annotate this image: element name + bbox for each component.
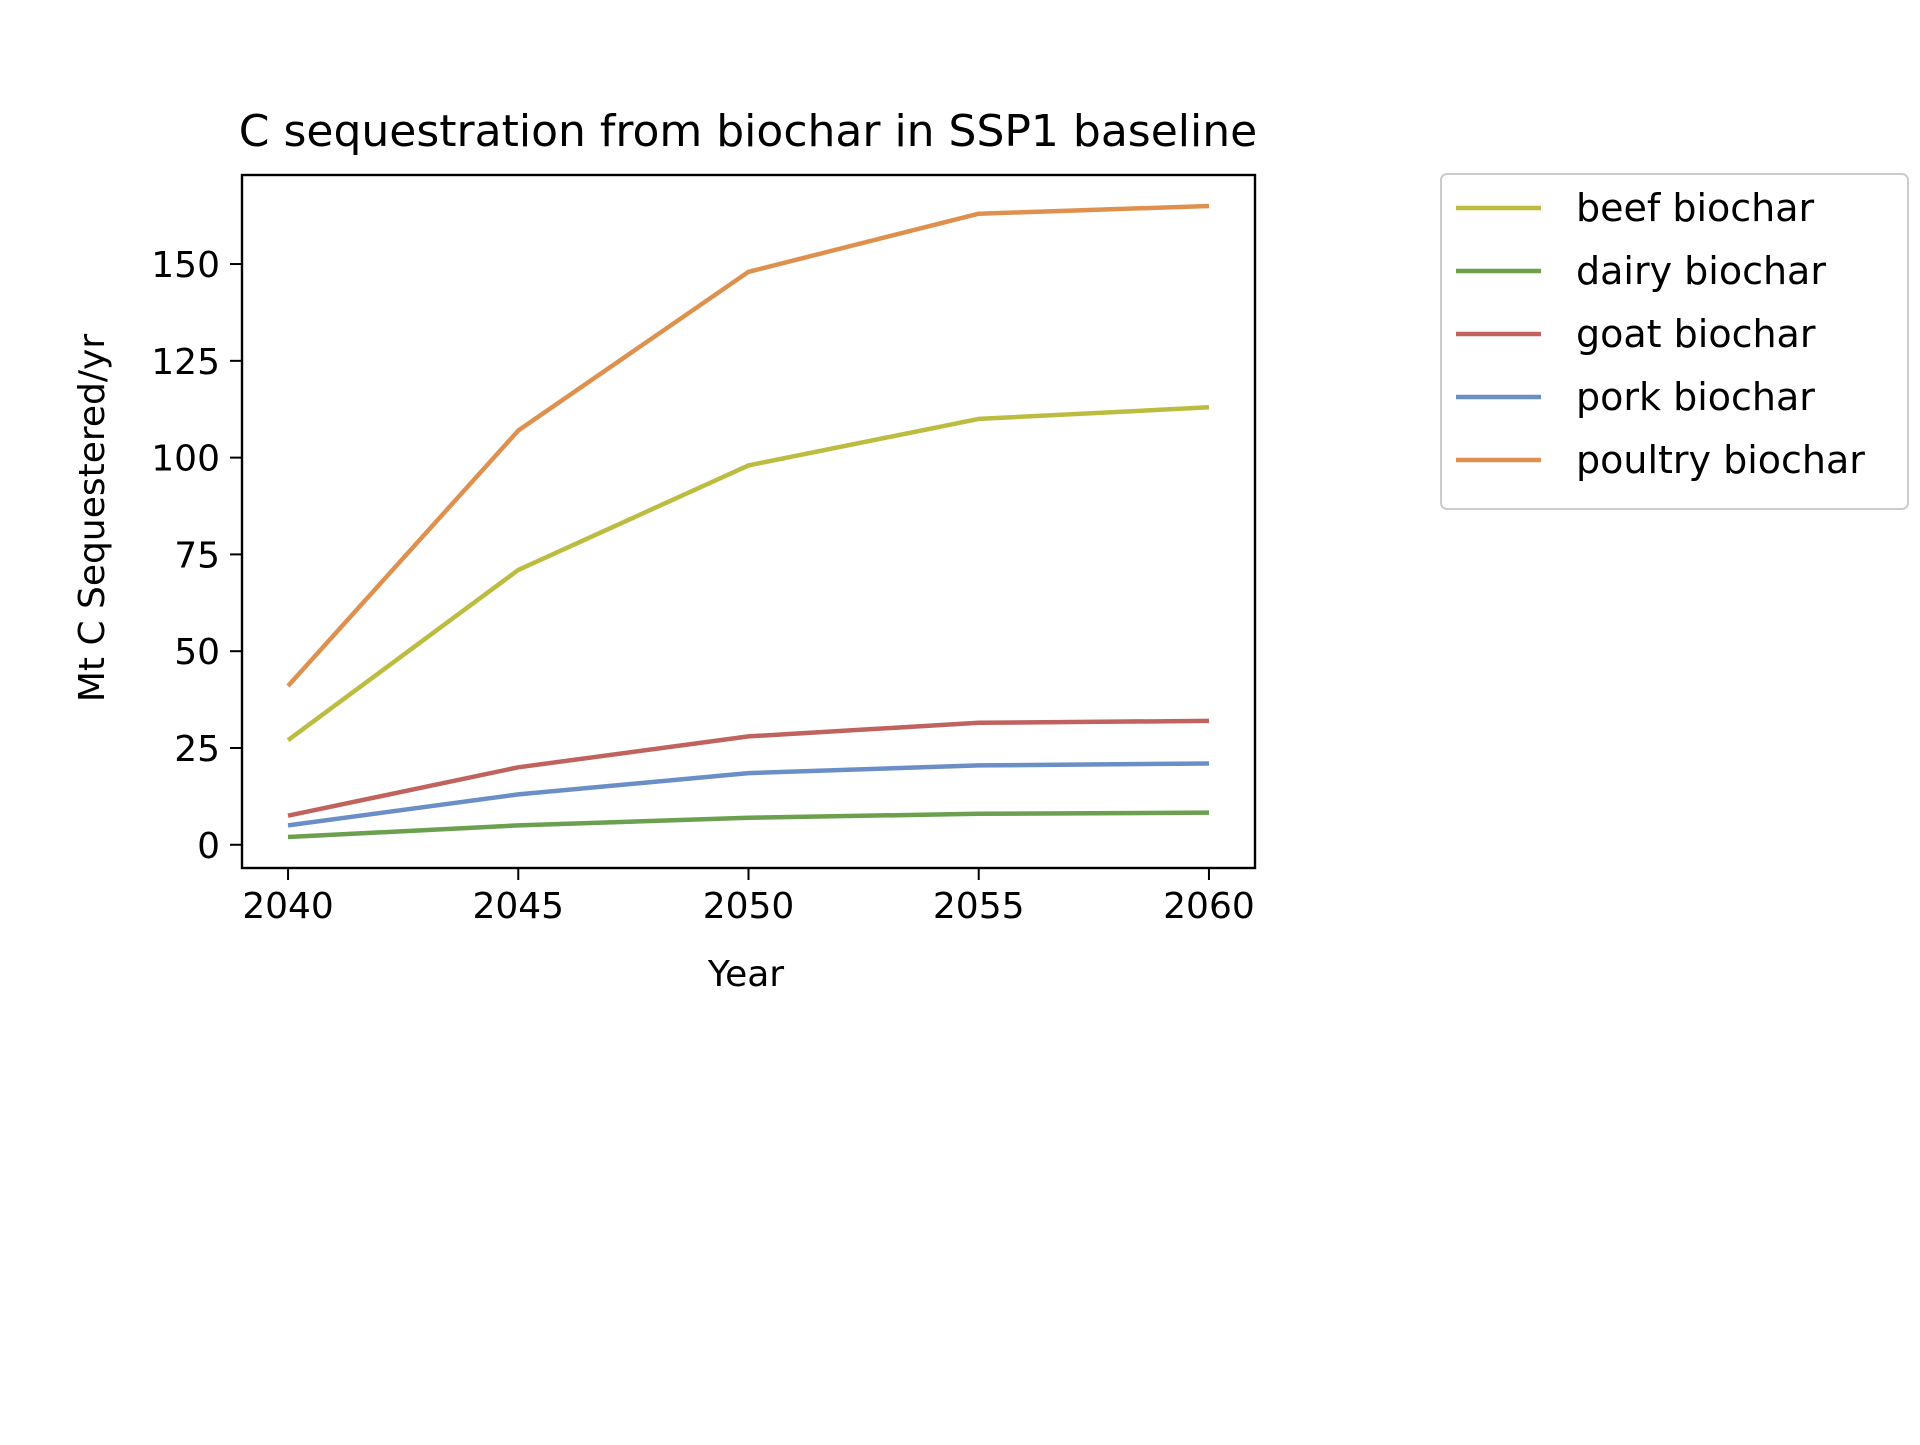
x-axis-label: Year xyxy=(707,954,784,995)
legend-label-poultry-biochar: poultry biochar xyxy=(1576,438,1865,482)
x-tick-label: 2040 xyxy=(242,886,334,927)
x-tick-label: 2055 xyxy=(933,886,1025,927)
legend-label-dairy-biochar: dairy biochar xyxy=(1576,249,1826,293)
legend-label-goat-biochar: goat biochar xyxy=(1576,312,1816,356)
y-tick-label: 75 xyxy=(174,535,220,576)
series-line-dairy-biochar xyxy=(287,810,1210,840)
y-tick-label: 0 xyxy=(197,826,220,867)
chart-title: C sequestration from biochar in SSP1 bas… xyxy=(239,106,1257,157)
x-tick-label: 2050 xyxy=(703,886,795,927)
series-line-poultry-biochar xyxy=(286,203,1210,688)
x-tick-label: 2060 xyxy=(1163,886,1255,927)
y-tick-label: 150 xyxy=(151,245,220,286)
series-line-pork-biochar xyxy=(287,761,1210,828)
y-tick-label: 25 xyxy=(174,729,220,770)
plot-area: 2040 2045 2050 2055 2060 0 25 50 75 100 125 150 xyxy=(151,173,1257,927)
legend-label-beef-biochar: beef biochar xyxy=(1576,186,1815,230)
legend-label-pork-biochar: pork biochar xyxy=(1576,375,1815,419)
legend: beef biochar dairy biochar goat biochar por… xyxy=(1440,173,1909,510)
y-tick-label: 100 xyxy=(151,439,220,480)
x-tick-label: 2045 xyxy=(472,886,564,927)
y-axis-label: Mt C Sequestered/yr xyxy=(72,334,113,702)
y-tick-label: 125 xyxy=(151,342,220,383)
legend-box xyxy=(1440,173,1909,510)
series-line-beef-biochar xyxy=(286,405,1210,743)
y-tick-label: 50 xyxy=(174,632,220,673)
series-line-goat-biochar xyxy=(287,718,1210,818)
